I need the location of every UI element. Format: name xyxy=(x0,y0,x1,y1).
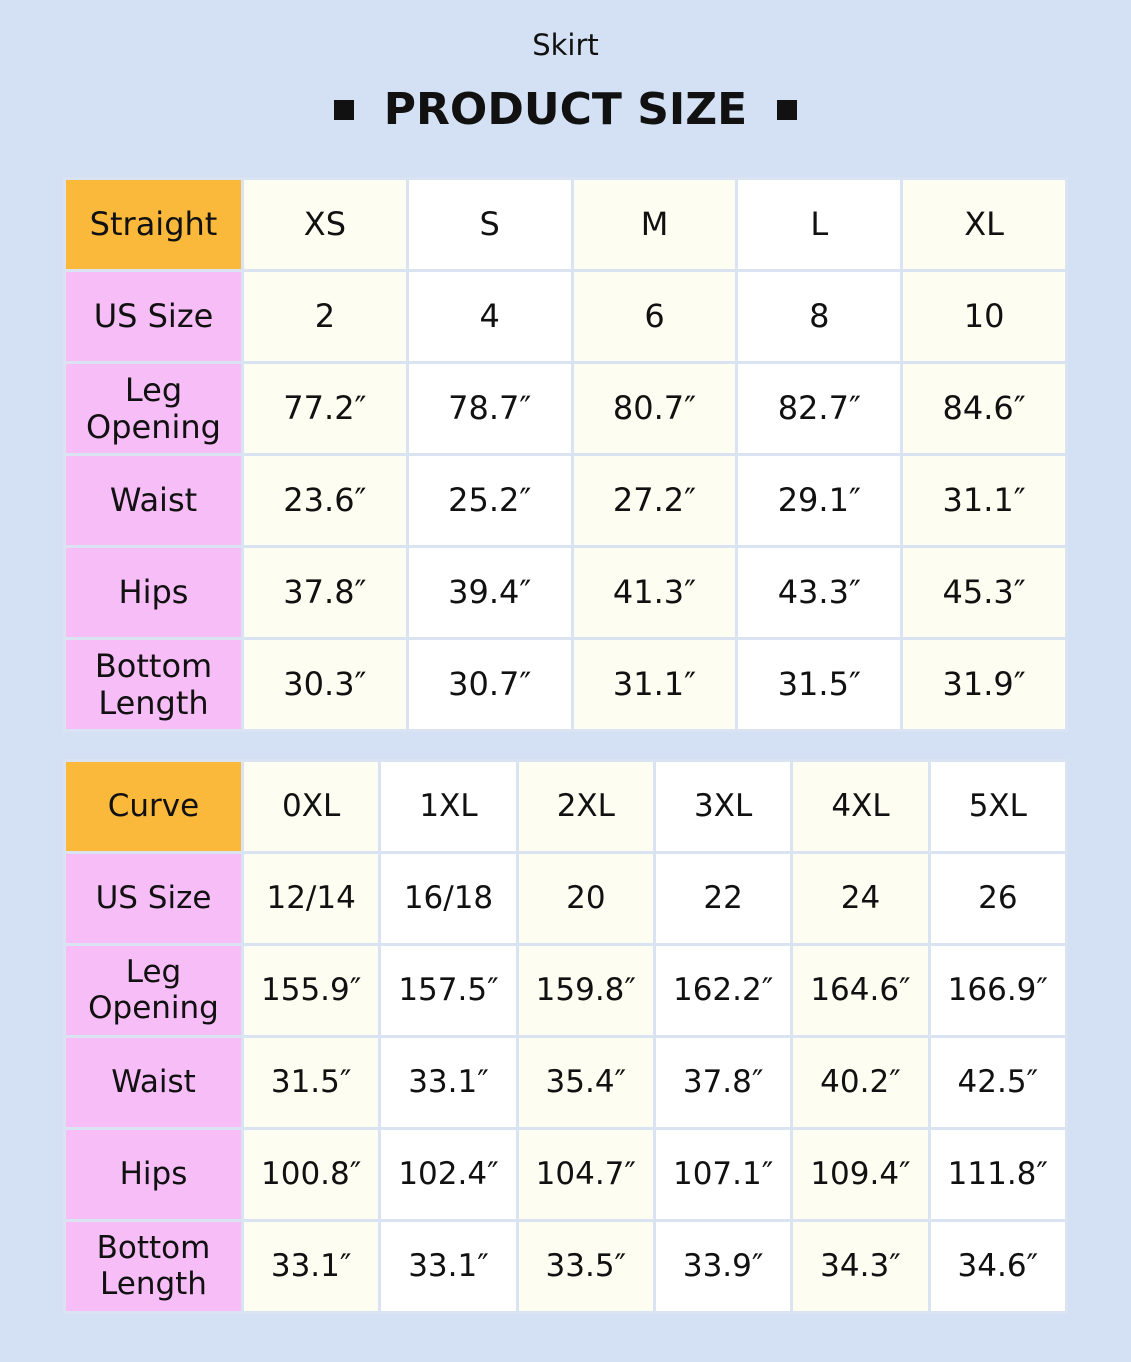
measurement-cell: 41.3″ xyxy=(570,545,739,640)
measurement-cell: 6 xyxy=(570,269,739,364)
row-label: Leg Opening xyxy=(63,943,244,1038)
row-label: Hips xyxy=(63,545,244,640)
measurement-cell: 162.2″ xyxy=(652,943,794,1038)
measurement-cell: 82.7″ xyxy=(735,361,904,456)
table-row: Waist 31.5″ 33.1″ 35.4″ 37.8″ 40.2″ 42.5″ xyxy=(63,1035,1069,1130)
size-header: 2XL xyxy=(515,759,656,854)
measurement-cell: 34.6″ xyxy=(927,1219,1069,1314)
measurement-cell: 23.6″ xyxy=(241,453,409,548)
measurement-cell: 31.1″ xyxy=(900,453,1068,548)
measurement-cell: 39.4″ xyxy=(405,545,574,640)
table-row: Bottom Length 33.1″ 33.1″ 33.5″ 33.9″ 34.3″ 34… xyxy=(63,1219,1069,1314)
measurement-cell: 84.6″ xyxy=(900,361,1068,456)
measurement-cell: 26 xyxy=(927,851,1069,946)
size-header: 3XL xyxy=(652,759,794,854)
table-row: Bottom Length 30.3″ 30.7″ 31.1″ 31.5″ 31.9″ xyxy=(63,637,1068,732)
curve-size-table: Curve 0XL 1XL 2XL 3XL 4XL 5XL US Size 12/14 16/18… xyxy=(63,759,1069,1314)
measurement-cell: 33.1″ xyxy=(378,1219,519,1314)
measurement-cell: 157.5″ xyxy=(378,943,519,1038)
size-header-row: Straight XS S M L XL xyxy=(63,177,1068,272)
measurement-cell: 30.3″ xyxy=(241,637,409,732)
measurement-cell: 12/14 xyxy=(240,851,382,946)
measurement-cell: 24 xyxy=(790,851,931,946)
measurement-cell: 4 xyxy=(405,269,574,364)
product-type: Skirt xyxy=(532,28,599,62)
size-header: 5XL xyxy=(927,759,1069,854)
measurement-cell: 111.8″ xyxy=(927,1127,1069,1222)
measurement-cell: 100.8″ xyxy=(240,1127,382,1222)
size-header: 1XL xyxy=(378,759,519,854)
size-header-row: Curve 0XL 1XL 2XL 3XL 4XL 5XL xyxy=(63,759,1069,854)
row-label: Bottom Length xyxy=(63,637,244,732)
measurement-cell: 10 xyxy=(900,269,1068,364)
measurement-cell: 40.2″ xyxy=(790,1035,931,1130)
measurement-cell: 33.1″ xyxy=(240,1219,382,1314)
fit-type-label: Straight xyxy=(63,177,244,272)
measurement-cell: 77.2″ xyxy=(241,361,409,456)
measurement-cell: 20 xyxy=(515,851,656,946)
measurement-cell: 78.7″ xyxy=(405,361,574,456)
measurement-cell: 42.5″ xyxy=(927,1035,1069,1130)
table-row: US Size 2 4 6 8 10 xyxy=(63,269,1068,364)
size-header: M xyxy=(570,177,739,272)
measurement-cell: 31.9″ xyxy=(900,637,1068,732)
measurement-cell: 43.3″ xyxy=(735,545,904,640)
row-label: US Size xyxy=(63,851,244,946)
fit-type-label: Curve xyxy=(63,759,244,854)
measurement-cell: 166.9″ xyxy=(927,943,1069,1038)
measurement-cell: 35.4″ xyxy=(515,1035,656,1130)
measurement-cell: 37.8″ xyxy=(241,545,409,640)
table-row: Waist 23.6″ 25.2″ 27.2″ 29.1″ 31.1″ xyxy=(63,453,1068,548)
square-bullet-icon xyxy=(777,99,798,120)
measurement-cell: 8 xyxy=(735,269,904,364)
measurement-cell: 31.5″ xyxy=(735,637,904,732)
page-title: PRODUCT SIZE xyxy=(0,84,1131,135)
measurement-cell: 2 xyxy=(241,269,409,364)
row-label: US Size xyxy=(63,269,244,364)
measurement-cell: 80.7″ xyxy=(570,361,739,456)
row-label: Waist xyxy=(63,1035,244,1130)
size-header: 0XL xyxy=(240,759,382,854)
measurement-cell: 33.5″ xyxy=(515,1219,656,1314)
table-row: US Size 12/14 16/18 20 22 24 26 xyxy=(63,851,1069,946)
measurement-cell: 25.2″ xyxy=(405,453,574,548)
measurement-cell: 31.5″ xyxy=(240,1035,382,1130)
row-label: Hips xyxy=(63,1127,244,1222)
measurement-cell: 107.1″ xyxy=(652,1127,794,1222)
measurement-cell: 27.2″ xyxy=(570,453,739,548)
measurement-cell: 33.9″ xyxy=(652,1219,794,1314)
measurement-cell: 33.1″ xyxy=(378,1035,519,1130)
table-row: Hips 37.8″ 39.4″ 41.3″ 43.3″ 45.3″ xyxy=(63,545,1068,640)
page-title-text: PRODUCT SIZE xyxy=(383,84,748,135)
measurement-cell: 102.4″ xyxy=(378,1127,519,1222)
measurement-cell: 45.3″ xyxy=(900,545,1068,640)
measurement-cell: 159.8″ xyxy=(515,943,656,1038)
measurement-cell: 31.1″ xyxy=(570,637,739,732)
row-label: Waist xyxy=(63,453,244,548)
table-row: Leg Opening 77.2″ 78.7″ 80.7″ 82.7″ 84.6″ xyxy=(63,361,1068,456)
size-header: XL xyxy=(900,177,1068,272)
size-header: S xyxy=(405,177,574,272)
measurement-cell: 155.9″ xyxy=(240,943,382,1038)
straight-size-table: Straight XS S M L XL US Size 2 4 6 8 10 Leg Opening 7… xyxy=(63,177,1068,732)
size-header: 4XL xyxy=(790,759,931,854)
measurement-cell: 16/18 xyxy=(378,851,519,946)
square-bullet-icon xyxy=(333,99,354,120)
size-header: L xyxy=(735,177,904,272)
size-header: XS xyxy=(241,177,409,272)
measurement-cell: 164.6″ xyxy=(790,943,931,1038)
measurement-cell: 30.7″ xyxy=(405,637,574,732)
measurement-cell: 109.4″ xyxy=(790,1127,931,1222)
measurement-cell: 104.7″ xyxy=(515,1127,656,1222)
measurement-cell: 29.1″ xyxy=(735,453,904,548)
measurement-cell: 22 xyxy=(652,851,794,946)
row-label: Bottom Length xyxy=(63,1219,244,1314)
table-row: Hips 100.8″ 102.4″ 104.7″ 107.1″ 109.4″ 111.8″ xyxy=(63,1127,1069,1222)
row-label: Leg Opening xyxy=(63,361,244,456)
measurement-cell: 34.3″ xyxy=(790,1219,931,1314)
measurement-cell: 37.8″ xyxy=(652,1035,794,1130)
table-row: Leg Opening 155.9″ 157.5″ 159.8″ 162.2″ 164.6… xyxy=(63,943,1069,1038)
